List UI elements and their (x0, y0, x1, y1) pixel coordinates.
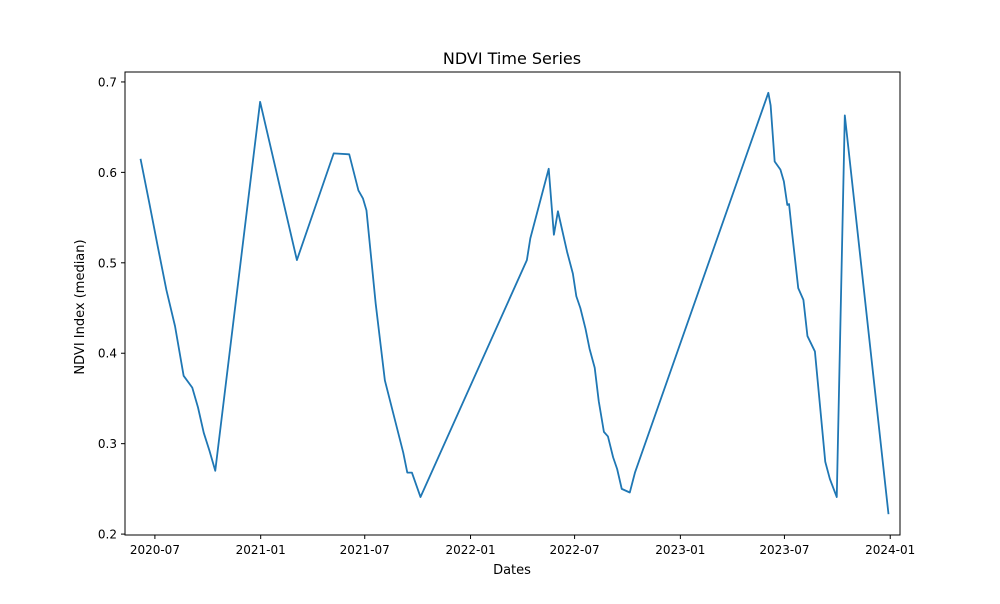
y-tick-label: 0.3 (98, 437, 117, 451)
y-tick-label: 0.4 (98, 347, 117, 361)
y-tick-label: 0.7 (98, 75, 117, 89)
plot-area (124, 71, 901, 536)
x-axis-label: Dates (493, 563, 531, 578)
x-tick-label: 2020-07 (130, 543, 180, 557)
x-tick-label: 2022-07 (550, 543, 600, 557)
x-axis-ticks: 2020-07 2021-01 2021-07 2022-01 2022-07 2023-… (130, 535, 915, 557)
y-axis-label: NDVI Index (median) (73, 239, 88, 374)
y-tick-label: 0.6 (98, 166, 117, 180)
x-tick-label: 2024-01 (865, 543, 915, 557)
y-tick-label: 0.5 (98, 256, 117, 270)
x-tick-label: 2021-07 (340, 543, 390, 557)
x-tick-label: 2023-01 (655, 543, 705, 557)
ndvi-series-line (139, 91, 890, 515)
axes-frame (124, 71, 901, 536)
y-axis-ticks: 0.2 0.3 0.4 0.5 0.6 0.7 (98, 75, 125, 542)
x-tick-label: 2021-01 (236, 543, 286, 557)
x-tick-label: 2023-07 (759, 543, 809, 557)
x-tick-label: 2022-01 (445, 543, 495, 557)
chart-title: NDVI Time Series (443, 49, 581, 68)
y-tick-label: 0.2 (98, 528, 117, 542)
